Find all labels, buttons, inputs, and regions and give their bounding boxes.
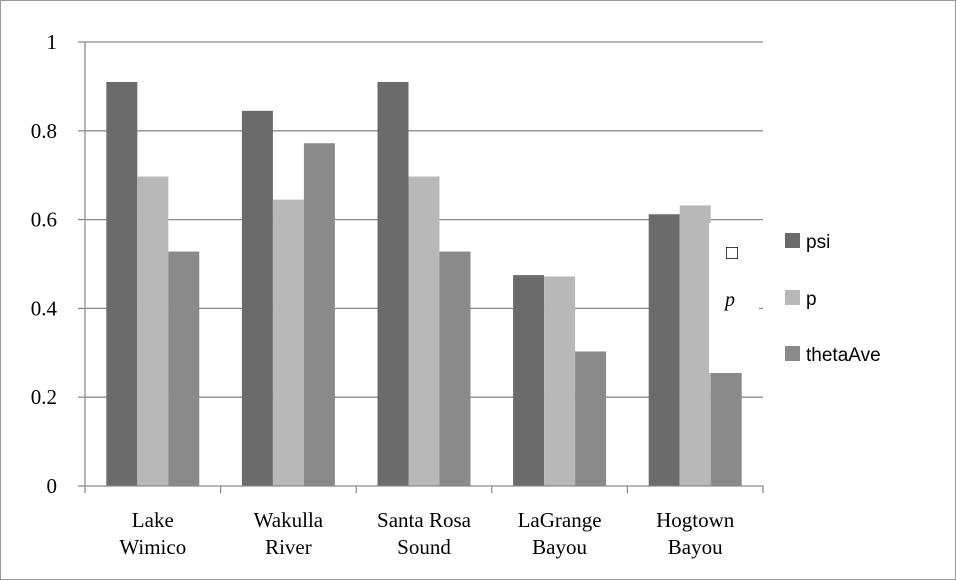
bar-p-1	[272, 199, 304, 486]
annotation: □p	[709, 223, 759, 373]
legend-swatch-psi	[785, 233, 800, 248]
annotation-box	[709, 223, 759, 373]
bar-p-2	[408, 176, 440, 487]
y-tick-label: 1	[47, 30, 58, 54]
bar-p-0	[137, 176, 169, 487]
bar-psi-4	[648, 214, 680, 486]
x-category-label: Santa Rosa	[377, 508, 472, 532]
bar-thetaAve-4	[710, 372, 742, 486]
bar-psi-3	[513, 275, 545, 486]
y-tick-label: 0.4	[31, 296, 58, 320]
bar-thetaAve-0	[168, 251, 200, 486]
x-category-label: Hogtown	[656, 508, 735, 532]
legend-label-psi: psi	[806, 232, 830, 253]
legend-swatch-p	[785, 290, 800, 305]
bars	[106, 81, 742, 487]
category-labels: Lake Wimico Wakulla River Santa Rosa Sound LaG…	[119, 508, 734, 559]
x-category-label: Wimico	[119, 535, 186, 559]
annotation-text: p	[723, 289, 735, 311]
bar-thetaAve-3	[575, 351, 607, 486]
legend-label-p: p	[806, 289, 817, 310]
x-category-label: Bayou	[668, 535, 723, 559]
y-tick-label: 0.6	[31, 208, 57, 232]
annotation-symbol: □	[726, 242, 738, 264]
y-tick-label: 0.2	[31, 385, 57, 409]
legend-label-thetaAve: thetaAve	[806, 345, 881, 366]
bar-psi-2	[377, 81, 409, 487]
axes	[78, 41, 764, 493]
x-category-label: Bayou	[532, 535, 587, 559]
x-category-label: River	[265, 535, 312, 559]
x-category-label: Wakulla	[254, 508, 324, 532]
bar-thetaAve-1	[303, 143, 335, 486]
y-tick-label: 0.8	[31, 119, 57, 143]
bar-p-4	[679, 205, 711, 486]
bar-thetaAve-2	[439, 251, 471, 486]
bar-psi-1	[241, 110, 273, 486]
x-category-label: Sound	[397, 535, 451, 559]
y-tick-labels: 0 0.2 0.4 0.6 0.8 1	[31, 30, 58, 498]
legend: psi p thetaAve	[785, 232, 881, 366]
bar-p-3	[544, 276, 576, 486]
x-category-label: Lake	[132, 508, 174, 532]
bar-psi-0	[106, 81, 138, 487]
y-tick-label: 0	[47, 474, 58, 498]
legend-swatch-thetaAve	[785, 346, 800, 361]
x-category-label: LaGrange	[518, 508, 602, 532]
